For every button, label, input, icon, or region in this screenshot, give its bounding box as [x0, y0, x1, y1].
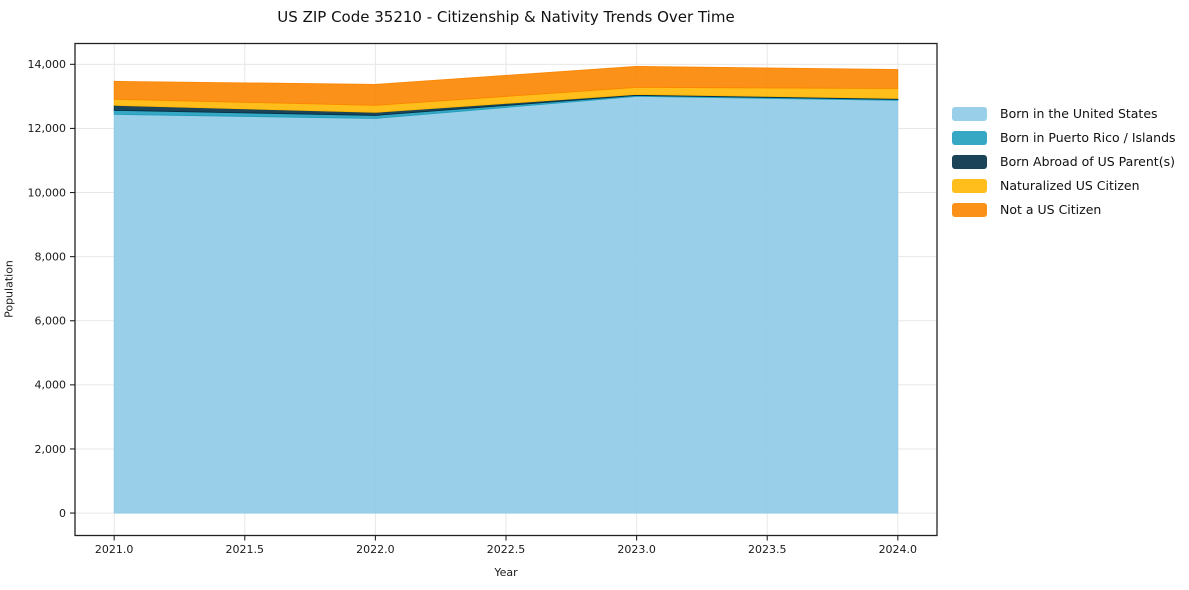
x-tick-label: 2021.5 [226, 543, 265, 556]
legend: Born in the United States Born in Puerto … [952, 107, 1176, 217]
area-born-in-the-united-states [113, 95, 899, 514]
x-tick-label: 2023.5 [748, 543, 787, 556]
legend-item: Born in the United States [952, 107, 1176, 121]
legend-swatch-icon [952, 131, 987, 145]
legend-swatch-icon [952, 203, 987, 217]
y-tick-label: 6,000 [35, 315, 67, 328]
legend-swatch-icon [952, 179, 987, 193]
legend-label: Naturalized US Citizen [1000, 178, 1140, 193]
legend-item: Born in Puerto Rico / Islands [952, 131, 1176, 145]
y-tick-label: 14,000 [28, 58, 67, 71]
legend-swatch-icon [952, 107, 987, 121]
legend-item: Naturalized US Citizen [952, 179, 1176, 193]
chart-title: US ZIP Code 35210 - Citizenship & Nativi… [277, 8, 735, 26]
y-tick-label: 12,000 [28, 122, 67, 135]
y-tick-label: 0 [59, 507, 66, 520]
area-not-a-us-citizen [113, 66, 899, 106]
x-tick-label: 2023.0 [617, 543, 656, 556]
legend-item: Not a US Citizen [952, 203, 1176, 217]
legend-label: Not a US Citizen [1000, 202, 1102, 217]
x-tick-label: 2022.0 [356, 543, 395, 556]
legend-swatch-icon [952, 155, 987, 169]
x-tick-label: 2024.0 [879, 543, 918, 556]
legend-label: Born Abroad of US Parent(s) [1000, 154, 1175, 169]
legend-item: Born Abroad of US Parent(s) [952, 155, 1176, 169]
legend-label: Born in the United States [1000, 106, 1158, 121]
y-tick-label: 10,000 [28, 186, 67, 199]
y-tick-label: 4,000 [35, 379, 67, 392]
x-tick-label: 2022.5 [487, 543, 526, 556]
legend-label: Born in Puerto Rico / Islands [1000, 130, 1176, 145]
x-tick-label: 2021.0 [95, 543, 134, 556]
x-axis-label: Year [494, 566, 518, 579]
y-tick-label: 2,000 [35, 443, 67, 456]
y-tick-label: 8,000 [35, 250, 67, 263]
y-axis-label: Population [2, 260, 16, 318]
